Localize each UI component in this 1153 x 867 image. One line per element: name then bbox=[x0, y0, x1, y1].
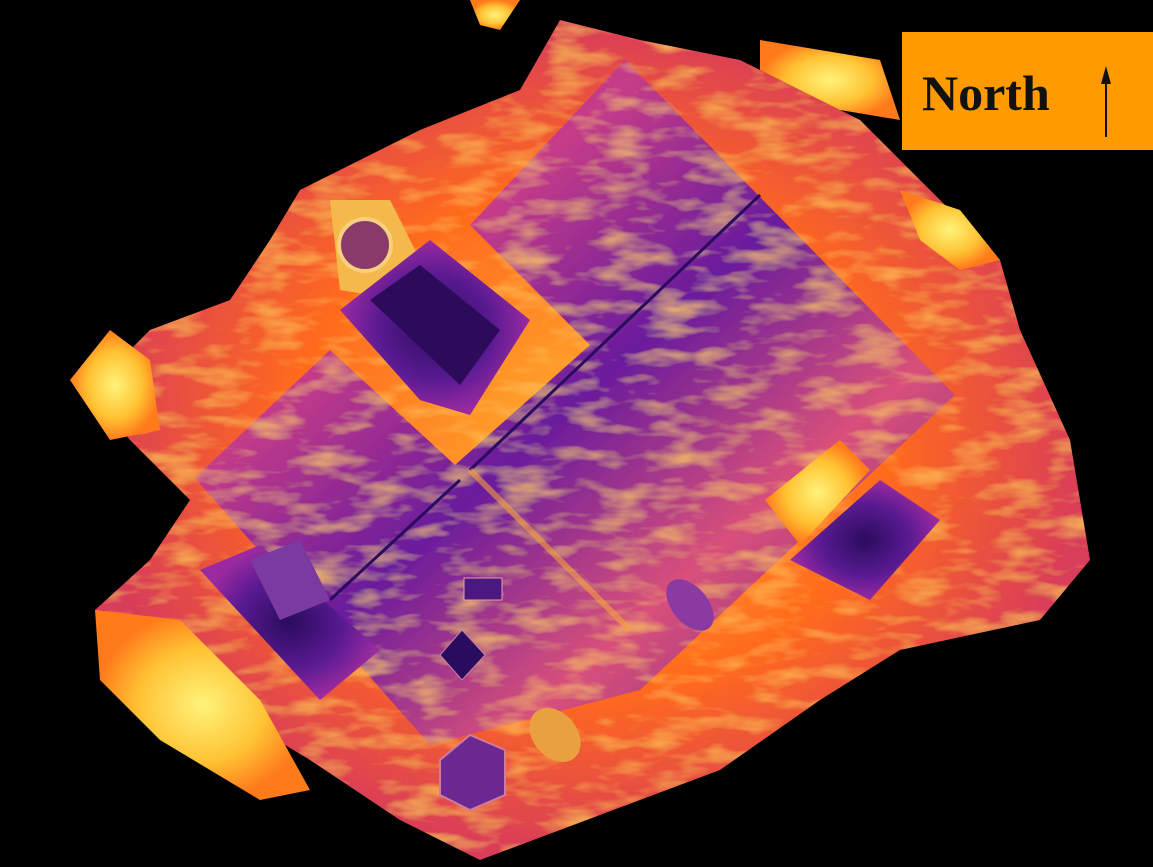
north-box bbox=[902, 32, 1153, 150]
north-arrow-head bbox=[1101, 66, 1111, 84]
north-indicator: North bbox=[902, 32, 1153, 150]
building bbox=[195, 60, 955, 812]
north-label: North bbox=[922, 65, 1050, 121]
